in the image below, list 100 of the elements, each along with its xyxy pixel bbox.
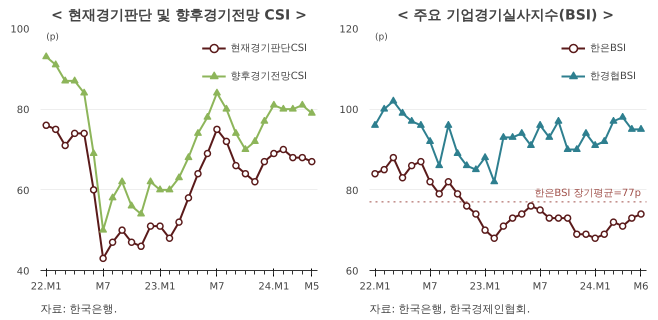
text: 자료: 한국은행, 한국경제인협회. bbox=[370, 302, 530, 316]
point bbox=[390, 154, 398, 162]
point bbox=[554, 214, 562, 222]
point bbox=[250, 136, 259, 144]
point bbox=[260, 158, 268, 166]
point bbox=[70, 76, 79, 84]
point bbox=[462, 202, 470, 210]
point bbox=[536, 120, 544, 128]
x-tick-label: M7 bbox=[422, 282, 438, 292]
point bbox=[279, 104, 288, 112]
point bbox=[289, 154, 297, 162]
y-tick-label: 60 bbox=[16, 186, 30, 197]
x-tick-label: M7 bbox=[532, 282, 548, 292]
point bbox=[408, 162, 416, 170]
point bbox=[166, 234, 174, 242]
point bbox=[184, 194, 192, 202]
point bbox=[454, 148, 462, 156]
point bbox=[591, 140, 600, 148]
point bbox=[481, 153, 490, 160]
point bbox=[175, 218, 183, 226]
point bbox=[546, 214, 554, 222]
point bbox=[270, 100, 278, 108]
point bbox=[527, 202, 535, 210]
x-tick-label: 24.M1 bbox=[258, 282, 290, 292]
point bbox=[490, 177, 498, 184]
point bbox=[490, 234, 498, 242]
legend-label: 현재경기판단CSI bbox=[230, 42, 307, 55]
point bbox=[416, 120, 425, 128]
chart-title: < 주요 기업경기실사지수(BSI) > bbox=[397, 8, 614, 24]
legend-label: 한은BSI bbox=[590, 42, 626, 55]
point bbox=[298, 154, 306, 162]
point bbox=[582, 128, 590, 136]
x-tick-label: M5 bbox=[304, 282, 320, 292]
point bbox=[572, 144, 581, 152]
legend-label: 한경협BSI bbox=[590, 70, 636, 83]
point bbox=[454, 190, 462, 198]
point bbox=[212, 88, 221, 96]
point bbox=[166, 185, 174, 192]
point bbox=[398, 174, 406, 182]
point bbox=[137, 242, 145, 250]
point bbox=[52, 126, 60, 134]
point bbox=[108, 193, 117, 200]
point bbox=[270, 150, 278, 158]
text: 자료: 한국은행. bbox=[40, 302, 118, 316]
point bbox=[90, 148, 98, 156]
point bbox=[232, 128, 240, 136]
legend-label: 향후경기전망CSI bbox=[230, 70, 307, 83]
point bbox=[308, 108, 316, 116]
y-tick-label: 100 bbox=[339, 105, 359, 116]
point bbox=[508, 132, 517, 140]
point bbox=[554, 116, 562, 124]
point bbox=[156, 222, 164, 230]
point bbox=[280, 146, 288, 154]
point bbox=[298, 100, 306, 108]
ref-line-label: 한은BSI 장기평균=77p bbox=[534, 188, 642, 199]
point bbox=[137, 209, 146, 217]
point bbox=[42, 122, 50, 130]
chart-title: < 현재경기판단 및 향후경기전망 CSI > bbox=[51, 8, 307, 24]
point bbox=[444, 120, 452, 128]
point bbox=[213, 126, 221, 134]
point bbox=[90, 186, 98, 194]
point bbox=[156, 185, 164, 192]
y-tick-label: 120 bbox=[339, 24, 359, 36]
x-tick-label: 22.M1 bbox=[30, 282, 62, 292]
point bbox=[545, 132, 554, 140]
y-tick-label: 80 bbox=[16, 105, 30, 116]
point bbox=[499, 132, 508, 140]
point bbox=[636, 124, 645, 132]
point bbox=[232, 162, 240, 170]
point bbox=[70, 130, 78, 138]
point bbox=[118, 177, 126, 184]
x-tick-label: M6 bbox=[634, 282, 648, 292]
point bbox=[426, 178, 434, 186]
point bbox=[472, 165, 480, 172]
point bbox=[389, 96, 398, 104]
point bbox=[371, 170, 379, 178]
point bbox=[618, 222, 626, 230]
point bbox=[308, 158, 316, 166]
point bbox=[204, 150, 212, 158]
x-tick-label: M7 bbox=[209, 282, 224, 292]
x-tick-label: 23.M1 bbox=[144, 282, 176, 292]
point bbox=[99, 254, 107, 262]
y-tick-label: 60 bbox=[346, 266, 359, 278]
point bbox=[435, 190, 443, 198]
point bbox=[573, 230, 581, 238]
point bbox=[408, 116, 416, 124]
point bbox=[591, 234, 599, 242]
point bbox=[444, 178, 452, 186]
x-tick-label: 22.M1 bbox=[360, 282, 390, 292]
point bbox=[251, 178, 259, 186]
point bbox=[610, 218, 618, 226]
point bbox=[128, 238, 136, 246]
point bbox=[600, 136, 608, 144]
point bbox=[194, 170, 202, 178]
y-axis-title: (p) bbox=[46, 32, 59, 42]
point bbox=[600, 230, 608, 238]
point bbox=[398, 108, 407, 116]
point bbox=[184, 153, 192, 160]
point bbox=[462, 161, 471, 168]
point bbox=[146, 222, 154, 230]
